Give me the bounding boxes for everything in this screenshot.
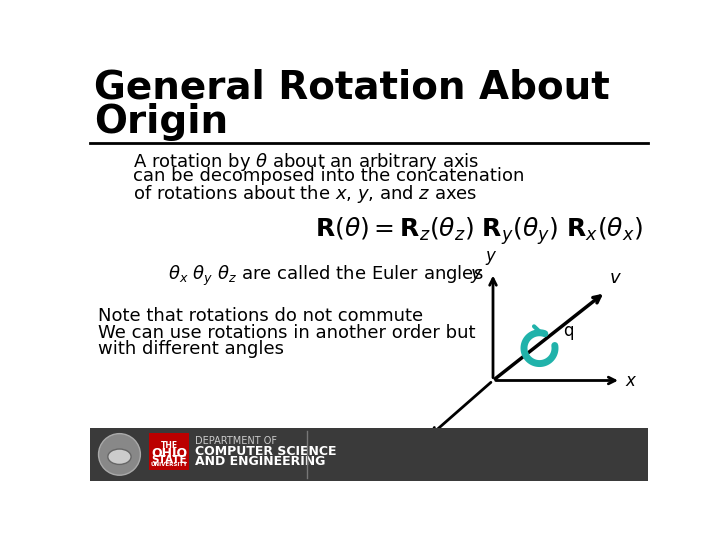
Text: THE: THE bbox=[161, 441, 178, 450]
Text: $y$: $y$ bbox=[469, 267, 483, 285]
Text: $\mathbf{R}(\theta) = \mathbf{R}_z(\theta_z)\ \mathbf{R}_y(\theta_y)\ \mathbf{R}: $\mathbf{R}(\theta) = \mathbf{R}_z(\thet… bbox=[315, 215, 642, 247]
Text: $z$: $z$ bbox=[416, 444, 427, 462]
Text: of rotations about the $x$, $y$, and $z$ axes: of rotations about the $x$, $y$, and $z$… bbox=[132, 184, 477, 205]
Text: UNIVERSITY: UNIVERSITY bbox=[150, 462, 188, 467]
Text: q: q bbox=[563, 322, 573, 340]
Text: A rotation by $\theta$ about an arbitrary axis: A rotation by $\theta$ about an arbitrar… bbox=[132, 151, 479, 173]
Text: COMPUTER SCIENCE: COMPUTER SCIENCE bbox=[195, 445, 337, 458]
Text: AND ENGINEERING: AND ENGINEERING bbox=[195, 455, 325, 468]
Text: OHIO: OHIO bbox=[151, 447, 187, 460]
Bar bbox=[90, 428, 648, 481]
Bar bbox=[149, 433, 189, 470]
Text: can be decomposed into the concatenation: can be decomposed into the concatenation bbox=[132, 167, 524, 185]
Ellipse shape bbox=[108, 449, 131, 464]
Text: Note that rotations do not commute: Note that rotations do not commute bbox=[98, 307, 423, 325]
Text: $x$: $x$ bbox=[625, 372, 637, 389]
Circle shape bbox=[99, 434, 140, 475]
Text: Origin: Origin bbox=[94, 103, 228, 141]
Text: STATE: STATE bbox=[151, 455, 187, 465]
Text: $y$: $y$ bbox=[485, 248, 498, 267]
Text: DEPARTMENT OF: DEPARTMENT OF bbox=[195, 436, 277, 446]
Text: $v$: $v$ bbox=[609, 268, 622, 287]
Text: $\theta_x\ \theta_y\ \theta_z$ are called the Euler angles: $\theta_x\ \theta_y\ \theta_z$ are calle… bbox=[168, 264, 483, 288]
Text: We can use rotations in another order but: We can use rotations in another order bu… bbox=[98, 325, 475, 342]
Text: General Rotation About: General Rotation About bbox=[94, 69, 610, 107]
Text: with different angles: with different angles bbox=[98, 340, 284, 359]
